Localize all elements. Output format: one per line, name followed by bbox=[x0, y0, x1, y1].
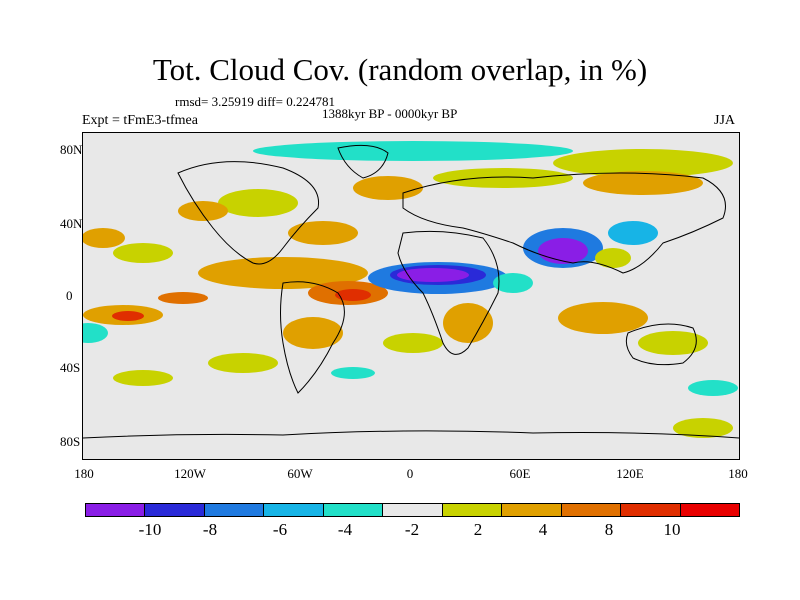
anomaly-region bbox=[595, 248, 631, 268]
anomaly-region bbox=[283, 317, 343, 349]
antarctica-outline bbox=[83, 430, 739, 439]
anomaly-region bbox=[83, 323, 108, 343]
map-panel bbox=[82, 132, 740, 460]
anomaly-region bbox=[288, 221, 358, 245]
anomaly-region bbox=[113, 370, 173, 386]
y-tick-label: 40N bbox=[60, 216, 83, 231]
season-label: JJA bbox=[714, 113, 736, 128]
coastlines bbox=[83, 144, 739, 439]
anomaly-region bbox=[178, 201, 228, 221]
colorbar-swatch bbox=[383, 504, 443, 516]
anomaly-region bbox=[83, 228, 125, 248]
anomaly-region bbox=[443, 303, 493, 343]
anomaly-field bbox=[83, 141, 738, 438]
x-tick-label: 0 bbox=[406, 466, 414, 481]
colorbar-swatch bbox=[204, 504, 265, 516]
anomaly-region bbox=[638, 331, 708, 355]
colorbar-swatch bbox=[621, 504, 681, 516]
anomaly-region bbox=[538, 238, 588, 264]
anomaly-region bbox=[493, 273, 533, 293]
colorbar-swatch bbox=[86, 504, 146, 516]
colorbar-swatch bbox=[680, 504, 739, 516]
colorbar-swatch bbox=[442, 504, 503, 516]
anomaly-region bbox=[608, 221, 658, 245]
colorbar-label: -4 bbox=[337, 520, 353, 539]
colorbar bbox=[85, 503, 740, 517]
colorbar-label: -8 bbox=[202, 520, 218, 539]
australia-outline bbox=[625, 323, 697, 366]
north-america-outline bbox=[177, 161, 320, 265]
colorbar-swatch bbox=[323, 504, 384, 516]
africa-outline bbox=[397, 230, 500, 355]
anomaly-region bbox=[253, 141, 573, 161]
colorbar-swatch bbox=[561, 504, 622, 516]
anomaly-region bbox=[198, 257, 368, 289]
plot-title: Tot. Cloud Cov. (random overlap, in %) bbox=[152, 52, 648, 87]
anomaly-region bbox=[158, 292, 208, 304]
anomaly-region bbox=[433, 168, 573, 188]
anomaly-region bbox=[558, 302, 648, 334]
cloud-anomaly-map bbox=[83, 141, 739, 439]
experiment-label: Expt = tFmE3-tfmea bbox=[82, 113, 198, 128]
y-tick-label: 80N bbox=[60, 142, 83, 157]
stats-label: rmsd= 3.25919 diff= 0.224781 bbox=[175, 94, 335, 109]
colorbar-label: -10 bbox=[138, 520, 162, 539]
x-tick-label: 180 bbox=[74, 466, 94, 481]
south-america-outline bbox=[280, 281, 345, 394]
anomaly-region bbox=[335, 289, 371, 301]
anomaly-region bbox=[673, 418, 733, 438]
colorbar-label: 2 bbox=[473, 520, 483, 539]
x-tick-label: 180 bbox=[728, 466, 748, 481]
anomaly-region bbox=[353, 176, 423, 200]
colorbar-label: 4 bbox=[538, 520, 548, 539]
anomaly-region bbox=[208, 353, 278, 373]
colorbar-label: 10 bbox=[663, 520, 681, 539]
greenland-outline bbox=[337, 144, 389, 179]
colorbar-label: -6 bbox=[272, 520, 288, 539]
colorbar-swatch bbox=[145, 504, 205, 516]
anomaly-region bbox=[553, 149, 733, 177]
anomaly-region bbox=[218, 189, 298, 217]
colorbar-swatch bbox=[502, 504, 562, 516]
anomaly-region bbox=[113, 243, 173, 263]
colorbar-swatch bbox=[264, 504, 324, 516]
eurasia-outline bbox=[402, 172, 726, 274]
y-tick-label: 40S bbox=[60, 360, 81, 375]
anomaly-region bbox=[383, 333, 443, 353]
y-tick-label: 80S bbox=[60, 434, 81, 449]
anomaly-region bbox=[688, 380, 738, 396]
anomaly-region bbox=[397, 268, 469, 282]
period-label: 1388kyr BP - 0000kyr BP bbox=[322, 106, 458, 121]
x-tick-label: 120E bbox=[616, 466, 644, 481]
colorbar-label: 8 bbox=[604, 520, 614, 539]
anomaly-region bbox=[331, 367, 375, 379]
y-tick-label: 0 bbox=[66, 288, 73, 303]
x-tick-label: 60E bbox=[509, 466, 531, 481]
anomaly-region bbox=[112, 311, 144, 321]
anomaly-region bbox=[583, 171, 703, 195]
x-tick-label: 120W bbox=[174, 466, 206, 481]
colorbar-label: -2 bbox=[404, 520, 420, 539]
x-tick-label: 60W bbox=[287, 466, 313, 481]
